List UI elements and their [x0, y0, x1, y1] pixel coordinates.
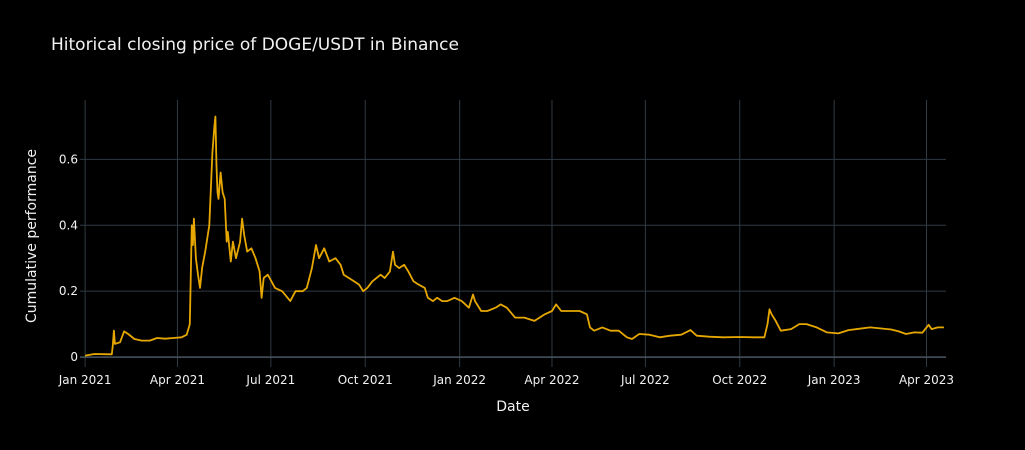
y-tick-label: 0: [70, 350, 78, 364]
x-tick-label: Apr 2023: [899, 373, 954, 387]
x-tick-label: Oct 2022: [712, 373, 767, 387]
grid-layer: [80, 100, 946, 367]
y-tick-label: 0.4: [59, 218, 78, 232]
x-tick-label: Jan 2023: [807, 373, 861, 387]
x-tick-label: Jul 2021: [245, 373, 295, 387]
y-tick-label: 0.2: [59, 284, 78, 298]
chart-title: Hitorical closing price of DOGE/USDT in …: [51, 35, 459, 55]
x-axis-title: Date: [496, 399, 529, 415]
price-series-line: [84, 115, 944, 357]
y-tick-label: 0.6: [59, 152, 78, 166]
tick-label-layer: Jan 2021 Apr 2021 Jul 2021 Oct 2021 Jan 2022…: [58, 152, 954, 387]
x-tick-label: Jan 2021: [58, 373, 112, 387]
y-axis-title: Cumulative performance: [24, 149, 40, 323]
series-layer: [84, 115, 944, 357]
x-tick-label: Jul 2022: [620, 373, 670, 387]
x-tick-label: Oct 2021: [338, 373, 393, 387]
x-tick-label: Apr 2021: [150, 373, 205, 387]
x-tick-label: Jan 2022: [432, 373, 486, 387]
x-tick-label: Apr 2022: [524, 373, 579, 387]
